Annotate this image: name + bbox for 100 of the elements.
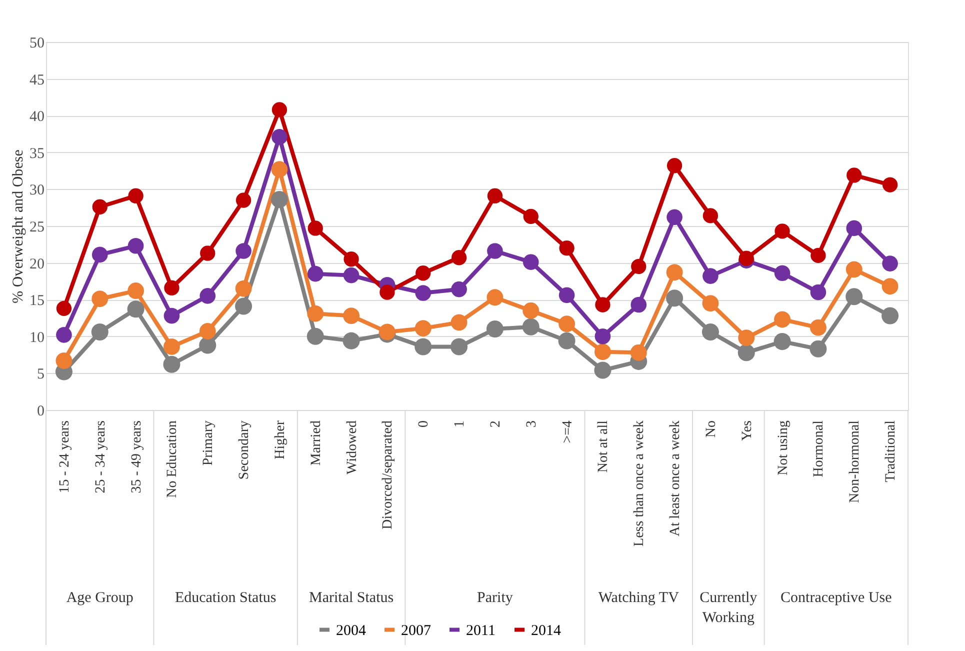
point [595,297,610,312]
point [236,243,252,259]
point [882,307,899,324]
point [199,336,216,354]
legend-label: 2011 [466,622,496,639]
y-tick-label: 25 [30,220,44,236]
point [558,287,575,304]
point [200,288,216,304]
point [846,288,863,306]
x-tick-label: Secondary [237,420,252,480]
point [451,281,467,298]
point [522,254,539,270]
point [594,362,612,379]
text: Marital Status [309,590,394,606]
point [487,243,503,259]
point [342,332,360,350]
point [450,314,468,331]
point [416,266,431,281]
point [451,250,467,266]
point [92,199,108,214]
x-tick-label: Primary [201,420,216,466]
point [380,284,395,300]
x-tick-label: Widowed [344,420,360,474]
y-tick-label: 30 [30,182,44,199]
point [164,308,180,324]
x-tick-label: 35 - 49 years [129,420,144,494]
point [487,188,503,204]
point [164,280,180,296]
legend-label: 2004 [336,622,366,639]
x-tick-label: Not using [776,420,791,476]
point [702,323,719,340]
point [199,323,216,340]
point [235,280,252,297]
y-tick-label: 5 [37,366,44,383]
x-tick-label: 0 [416,420,432,428]
point [702,208,718,224]
y-tick-label: 50 [30,36,44,52]
point [702,295,719,312]
y-tick-label: 20 [30,256,44,272]
x-tick-label: >=4 [560,420,576,444]
point [522,318,540,336]
point [846,261,862,278]
point [846,220,862,236]
point [92,246,108,263]
point [738,344,755,362]
point [558,332,576,350]
point [343,267,360,284]
point [56,300,72,316]
point [594,344,611,360]
point [92,290,108,308]
text: Age Group [66,590,134,606]
x-tick-label: Less than once a week [632,420,648,546]
x-tick-label: At least once a week [668,420,684,536]
point [56,352,72,369]
point [344,252,359,267]
y-axis-title: % Overweight and Obese [10,149,26,304]
point [270,191,288,208]
legend-label: 2014 [531,622,562,639]
point [738,330,755,346]
point [558,316,576,332]
point [774,224,790,239]
point [882,256,898,272]
text: Education Status [174,590,276,606]
point [272,102,288,118]
text: Contraceptive Use [780,590,892,606]
legend-label: 2007 [401,622,432,639]
point [343,308,360,324]
point [414,338,432,356]
point [414,320,432,337]
point [308,220,323,236]
point [630,344,647,361]
point [810,248,826,264]
point [272,129,288,145]
point [163,356,180,373]
x-tick-label: Hormonal [812,420,827,478]
x-tick-label: Divorced/separated [380,420,396,530]
point [666,290,684,307]
point [486,320,504,338]
point [774,265,790,281]
point [774,311,791,328]
point [594,328,611,344]
x-tick-label: No [704,420,719,438]
x-tick-label: Higher [272,420,288,460]
point [56,327,72,343]
point [486,289,504,306]
point [846,168,862,183]
point [235,298,252,315]
point [163,338,180,355]
point [307,266,324,282]
x-tick-label: 3 [524,420,540,428]
point [128,282,144,299]
y-tick-label: 15 [30,293,44,310]
point [702,268,718,284]
y-tick-label: 35 [30,146,44,162]
x-tick-label: Married [308,420,324,466]
y-tick-label: 45 [30,72,44,88]
point [415,285,432,301]
x-tick-label: 15 - 24 years [57,420,72,494]
point [236,192,252,208]
point [559,240,574,256]
